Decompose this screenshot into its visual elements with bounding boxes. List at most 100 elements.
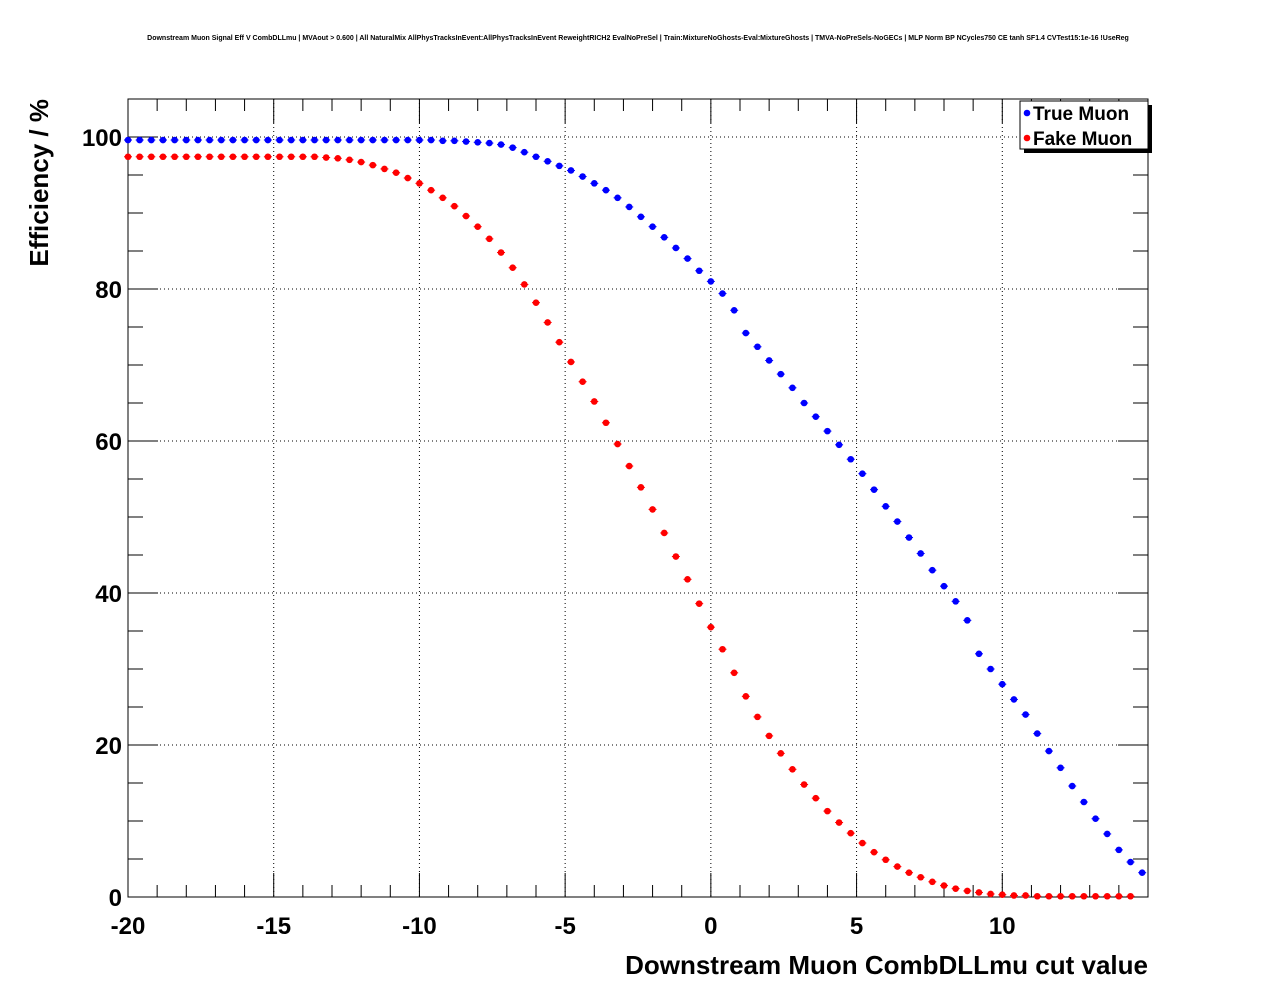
data-point [1115,892,1123,900]
data-point [264,136,272,144]
x-axis-label: Downstream Muon CombDLLmu cut value [625,950,1148,980]
data-point [206,153,213,161]
data-point [1115,846,1123,854]
data-point [381,165,388,173]
x-tick-label: 10 [989,913,1016,940]
data-point [964,617,971,624]
data-point [672,553,680,560]
data-point [1127,858,1134,866]
data-point [998,680,1006,688]
data-point [287,136,295,144]
data-point [1022,711,1029,718]
data-point [381,136,388,144]
data-point [614,440,621,448]
chart-title: Downstream Muon Signal Eff V CombDLLmu |… [147,35,1129,42]
data-point [940,882,948,889]
x-tick-label: -15 [256,913,291,940]
data-point [404,174,412,182]
data-point [1045,892,1053,900]
data-point [952,885,959,892]
y-tick-label: 40 [95,581,122,608]
data-point [346,136,353,144]
data-point [625,462,633,470]
data-point [742,693,750,700]
data-point [124,153,132,161]
plot-frame [127,98,1149,898]
data-point [416,136,423,144]
data-point [206,136,213,144]
data-point [171,153,178,161]
data-point [660,234,668,241]
data-point [917,550,924,557]
data-point [684,255,691,262]
data-point [870,848,878,856]
data-point [369,136,377,144]
data-point [392,169,400,177]
y-tick-label: 20 [95,733,122,760]
data-point [486,235,493,243]
data-point [684,576,691,583]
data-point [835,819,843,826]
data-point [719,290,726,297]
data-point [602,419,610,427]
data-point [859,839,866,847]
data-point [894,518,901,525]
data-point [812,413,820,420]
data-point [1103,892,1111,900]
data-point [614,194,621,202]
data-point [1033,730,1041,737]
data-point [159,153,167,161]
data-point [1127,892,1134,900]
data-point [521,148,528,156]
data-point [369,161,377,169]
data-point [252,153,260,161]
data-point [859,470,866,477]
data-point [311,136,318,144]
x-tick-label: 5 [850,913,863,940]
legend-marker [1023,134,1031,142]
data-point [439,194,447,202]
data-point [427,136,435,144]
data-point [590,180,598,187]
data-point [462,212,470,220]
data-point [136,136,143,144]
data-point [148,153,155,161]
data-point [765,357,773,364]
data-point [952,598,959,605]
data-point [334,154,342,162]
data-point [544,158,551,165]
data-point [521,281,528,288]
legend-marker [1023,109,1031,117]
x-tick-label: -10 [402,913,437,940]
data-point [556,338,563,346]
data-point [1080,892,1088,900]
data-point [1068,782,1076,790]
data-point [532,153,540,161]
data-point [311,153,318,161]
data-point [905,534,913,541]
data-point [800,399,808,407]
data-point [602,186,610,194]
data-point [556,162,563,170]
data-point [695,600,703,607]
data-point [171,136,178,144]
data-point [346,156,353,164]
data-point [264,153,272,161]
data-point [882,856,890,864]
data-point [276,136,283,144]
data-point [276,153,283,161]
data-point [322,154,330,161]
y-axis-label: Efficiency / % [24,99,54,267]
data-point [789,384,796,392]
data-point [567,167,575,174]
data-point [765,732,773,740]
data-point [754,713,761,721]
data-point [544,319,551,326]
y-tick-label: 100 [82,125,122,152]
data-point [998,891,1006,899]
data-point [159,136,167,144]
data-point [509,264,516,272]
data-point [357,158,365,166]
data-point [334,136,342,144]
